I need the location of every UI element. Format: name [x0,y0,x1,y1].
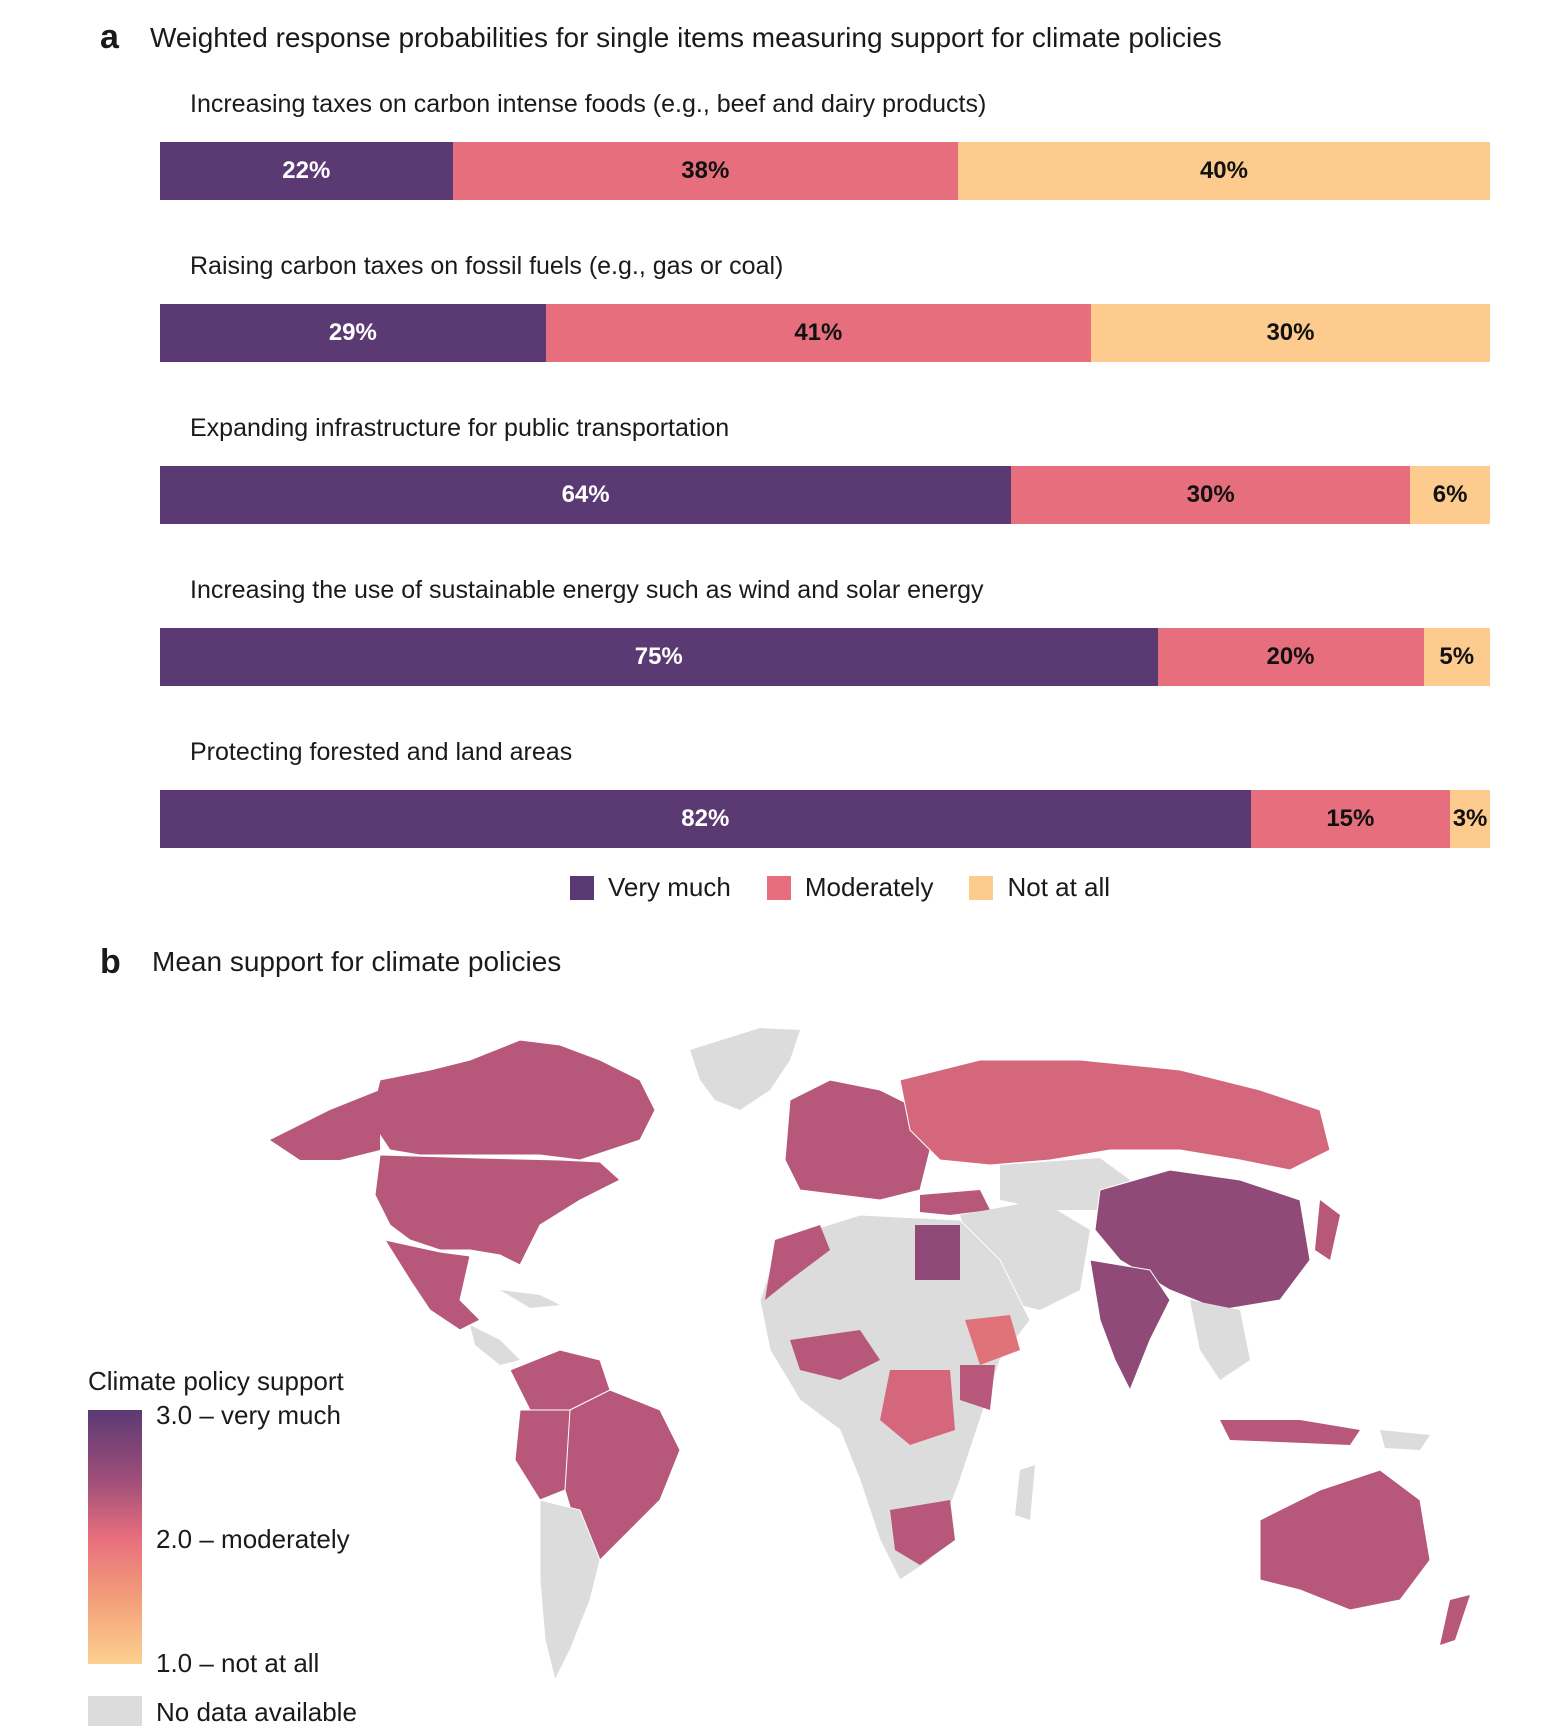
region-ethiopia [965,1315,1020,1365]
region-kenya [960,1365,995,1410]
legend-label-not-at-all: Not at all [1007,872,1111,902]
region-dr-congo [880,1370,955,1445]
region-turkey [920,1190,990,1215]
region-europe [784,1079,931,1201]
region-mexico [383,1239,481,1331]
stacked-bar: 22% 38% 40% [160,142,1490,200]
region-madagascar [1015,1465,1035,1520]
stacked-bar: 82% 15% 3% [160,790,1490,848]
region-indonesia [1220,1420,1360,1445]
region-usa [374,1154,621,1266]
legend-swatch-moderately [766,875,791,900]
region-greenland [690,1028,800,1110]
region-southeast-asia [1190,1300,1250,1380]
region-argentina-chile [539,1499,601,1682]
colorbar-tick-high [142,1410,150,1412]
data-label: 5% [1439,643,1475,670]
legend-label-moderately: Moderately [804,872,934,902]
data-label: 75% [634,643,683,670]
colorbar-title: Climate policy support [88,1366,344,1396]
no-data-label: No data available [156,1697,357,1727]
bar-segment-very-much: 75% [160,628,1158,686]
data-label: 29% [328,319,377,346]
bar-segment-moderately: 38% [452,142,958,200]
bar-category-label: Expanding infrastructure for public tran… [190,414,730,442]
data-label: 30% [1186,481,1235,508]
no-data-swatch [88,1696,142,1726]
region-south-africa [890,1500,955,1565]
region-central-america [470,1325,520,1365]
bar-segment-not-at-all: 5% [1423,628,1490,686]
legend-swatch-very-much [570,875,594,900]
colorbar [88,1410,142,1664]
bar-segment-moderately: 41% [545,304,1091,362]
region-egypt [915,1225,960,1280]
colorbar-label-high: 3.0 – very much [156,1400,341,1430]
bar-segment-very-much: 22% [160,142,453,200]
data-label: 15% [1326,805,1375,832]
region-papua [1380,1430,1430,1450]
bar-category-label: Raising carbon taxes on fossil fuels (e.… [190,252,784,280]
legend-label-very-much: Very much [608,872,731,902]
region-west-africa [790,1330,880,1380]
region-australia [1259,1469,1431,1611]
region-morocco [765,1225,830,1300]
region-new-zealand [1440,1595,1470,1645]
data-label: 20% [1266,643,1315,670]
region-peru-bolivia [514,1409,571,1501]
world-choropleth-map [270,1028,1470,1682]
panel-a-title: Weighted response probabilities for sing… [150,22,1222,53]
colorbar-tick-mid [142,1537,150,1539]
data-label: 3% [1452,805,1488,832]
legend-swatch-not-at-all [969,875,994,900]
bar-segment-moderately: 20% [1157,628,1424,686]
region-alaska [270,1090,380,1160]
region-japan [1315,1200,1340,1260]
bar-segment-not-at-all: 3% [1450,790,1490,848]
bar-segment-moderately: 15% [1250,790,1451,848]
bar-segment-very-much: 64% [160,466,1012,524]
stacked-bar: 75% 20% 5% [160,628,1490,686]
bar-category-label: Protecting forested and land areas [190,738,573,766]
colorbar-label-low: 1.0 – not at all [156,1648,320,1678]
bar-segment-not-at-all: 40% [957,142,1490,200]
data-label: 6% [1432,481,1468,508]
data-label: 30% [1266,319,1315,346]
panel-b-title: Mean support for climate policies [152,946,562,977]
chart-legend: Very much Moderately Not at all [570,872,1146,903]
panel-a-letter: a [100,18,119,56]
legend-item-not-at-all: Not at all [969,872,1110,903]
bar-segment-very-much: 29% [160,304,546,362]
region-central-asia [1000,1158,1130,1210]
bar-segment-not-at-all: 30% [1090,304,1490,362]
colorbar-label-mid: 2.0 – moderately [156,1524,350,1554]
region-caribbean [500,1290,560,1308]
stacked-bar: 29% 41% 30% [160,304,1490,362]
legend-item-very-much: Very much [570,872,731,903]
data-label: 38% [681,157,730,184]
bar-segment-very-much: 82% [160,790,1251,848]
data-label: 41% [794,319,843,346]
bar-segment-not-at-all: 6% [1410,466,1490,524]
data-label: 64% [561,481,610,508]
bar-segment-moderately: 30% [1011,466,1411,524]
colorbar-tick-low [142,1662,150,1664]
region-canada [369,1039,656,1161]
legend-item-moderately: Moderately [766,872,934,903]
panel-b-letter: b [100,943,121,981]
data-label: 82% [681,805,730,832]
data-label: 40% [1199,157,1248,184]
stacked-bar: 64% 30% 6% [160,466,1490,524]
data-label: 22% [282,157,331,184]
region-russia [899,1059,1331,1171]
bar-category-label: Increasing the use of sustainable energy… [190,576,984,604]
bar-category-label: Increasing taxes on carbon intense foods… [190,90,987,118]
region-india [1089,1259,1171,1392]
